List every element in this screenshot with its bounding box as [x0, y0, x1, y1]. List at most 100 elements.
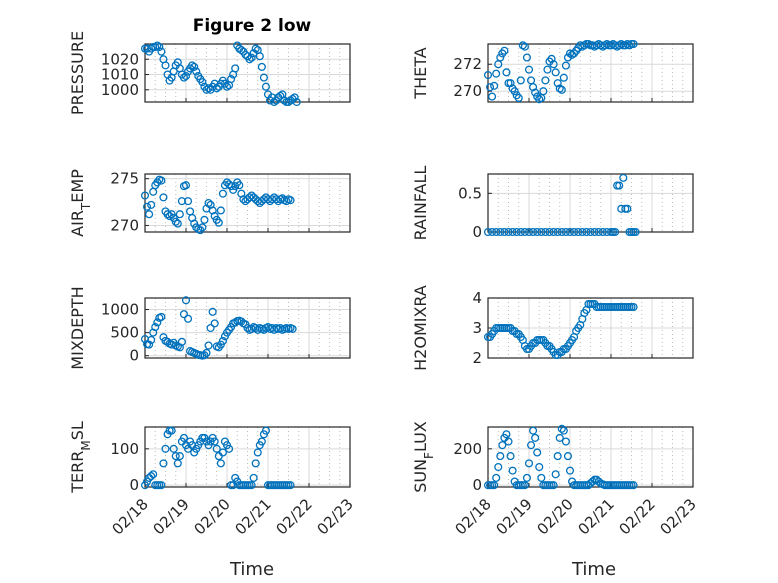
data-point [179, 310, 189, 319]
data-point [157, 481, 166, 490]
y-tick-label: 270 [110, 216, 139, 234]
data-point [561, 61, 570, 70]
x-tick-label: 02/22 [273, 495, 316, 538]
data-point [188, 61, 197, 70]
data-point [149, 187, 158, 196]
data-point [192, 67, 201, 76]
data-point [498, 441, 507, 450]
data-point [559, 73, 568, 82]
data-point [186, 207, 195, 216]
data-point [200, 215, 209, 224]
data-point [149, 470, 158, 479]
subplot-mixdepth: 0 500 1000 MIXDEPTH [68, 286, 351, 370]
data-point [181, 72, 191, 81]
data-point [506, 79, 515, 88]
data-point [541, 227, 550, 237]
data-point [235, 181, 244, 190]
data-point [218, 336, 227, 345]
data-point [563, 452, 572, 461]
data-point [206, 323, 215, 333]
data-point [161, 61, 170, 70]
data-point [198, 223, 207, 232]
y-tick-label: 500 [110, 324, 139, 342]
data-point [496, 227, 505, 237]
subplot-theta: 270 272 THETA [411, 39, 694, 104]
data-point [151, 43, 160, 52]
data-point [543, 65, 552, 74]
x-tick-label: 02/20 [534, 495, 577, 538]
data-point [179, 433, 189, 442]
y-tick-label: 1010 [101, 66, 139, 84]
data-point [288, 324, 297, 333]
figure-title: Figure 2 low [193, 16, 312, 36]
data-point [171, 452, 180, 461]
data-point [227, 75, 236, 84]
data-point [157, 312, 166, 321]
data-point [524, 227, 534, 237]
data-point [151, 323, 160, 332]
data-point [492, 227, 501, 237]
y-tick-label: 0 [129, 347, 139, 365]
data-point [547, 54, 556, 63]
data-point [202, 348, 211, 357]
data-point [165, 212, 174, 221]
x-tick-label: 02/23 [657, 495, 700, 538]
data-point [529, 83, 538, 92]
data-point [147, 44, 156, 53]
data-point [524, 459, 534, 468]
data-point [625, 41, 634, 50]
subplot-h2omixra: 2 3 4 H2OMIXRA [411, 285, 694, 371]
data-point [529, 426, 538, 435]
data-point [210, 437, 219, 446]
data-point [502, 430, 511, 439]
subplot-air_temp: 270 275 AIRTEMP [68, 169, 351, 237]
data-point [237, 46, 246, 55]
y-axis-label: H2OMIXRA [411, 285, 430, 371]
data-point [586, 227, 595, 237]
data-point [537, 227, 546, 237]
data-point [210, 319, 219, 328]
x-tick-label: 02/23 [314, 495, 357, 538]
data-point [545, 227, 554, 237]
data-point [570, 227, 579, 237]
data-point [539, 87, 548, 96]
data-point [563, 53, 572, 62]
x-tick-label: 02/19 [150, 495, 193, 538]
data-point [504, 227, 513, 237]
y-tick-label: 100 [110, 440, 139, 458]
data-point [623, 39, 632, 49]
axes-frame [487, 43, 694, 103]
data-point [535, 95, 544, 104]
data-point [506, 452, 515, 461]
data-point [261, 426, 271, 435]
data-point [286, 196, 295, 205]
data-point [535, 462, 544, 472]
data-point [159, 459, 168, 468]
y-axis-label: THETA [411, 47, 430, 99]
x-axis-label-left: Time [229, 559, 274, 580]
data-point [282, 197, 291, 206]
data-point [147, 472, 156, 481]
y-axis-label: RAINFALL [411, 166, 430, 241]
data-point [615, 181, 624, 190]
data-point [549, 481, 558, 490]
data-point [155, 43, 164, 52]
data-point [175, 452, 184, 461]
data-point [147, 200, 156, 209]
data-point [496, 53, 505, 62]
x-tick-label: 02/18 [452, 495, 495, 538]
data-point [163, 210, 172, 219]
data-point [522, 53, 531, 62]
data-point [629, 39, 638, 49]
data-point [492, 473, 501, 482]
data-point [177, 197, 186, 206]
data-point [259, 73, 268, 82]
data-point [510, 87, 519, 96]
data-point [179, 73, 189, 82]
data-point [516, 227, 525, 237]
data-point [553, 227, 562, 237]
data-point [590, 227, 599, 237]
data-point [488, 227, 497, 237]
data-point [198, 78, 207, 87]
